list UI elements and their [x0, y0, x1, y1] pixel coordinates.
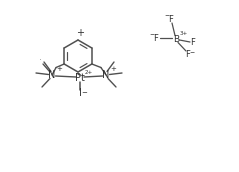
- Text: 2+: 2+: [85, 69, 93, 74]
- Text: F: F: [190, 37, 196, 46]
- Text: −: −: [189, 49, 195, 54]
- Text: 3+: 3+: [180, 30, 188, 35]
- Text: +: +: [56, 66, 62, 72]
- Text: −: −: [81, 90, 87, 96]
- Text: Pt: Pt: [75, 73, 85, 83]
- Text: F: F: [168, 14, 174, 24]
- Text: +: +: [110, 66, 116, 72]
- Text: −: −: [164, 12, 170, 17]
- Text: N: N: [48, 70, 56, 80]
- Text: −: −: [149, 31, 155, 36]
- Text: I: I: [79, 88, 81, 98]
- Text: F: F: [154, 34, 158, 42]
- Text: B: B: [173, 35, 179, 44]
- Text: F: F: [185, 50, 190, 58]
- Text: N: N: [39, 58, 40, 60]
- Text: +: +: [76, 28, 84, 38]
- Text: N: N: [102, 70, 110, 80]
